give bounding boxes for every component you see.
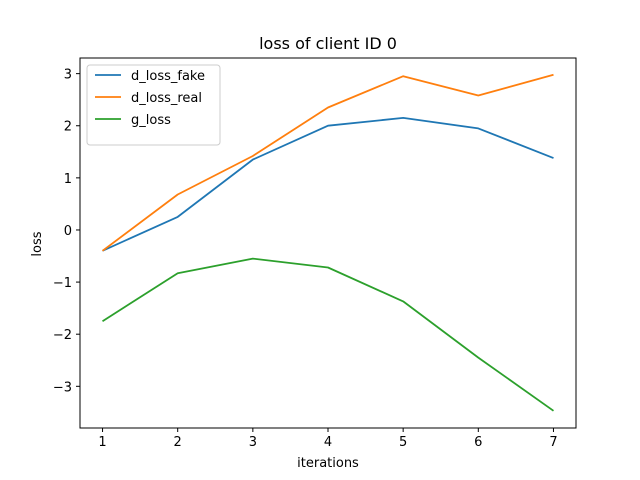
series-lines	[101, 73, 555, 412]
x-tick-label: 5	[399, 435, 407, 450]
x-axis-title: iterations	[297, 456, 359, 471]
y-tick-label: −2	[53, 328, 72, 343]
legend-label: d_loss_real	[131, 91, 202, 106]
series-line-d-loss-real	[101, 73, 554, 252]
y-tick-label: −1	[53, 276, 72, 291]
legend: d_loss_fake d_loss_real g_loss	[86, 64, 221, 146]
x-tick-label: 6	[474, 435, 482, 450]
y-tick-label: −3	[53, 380, 72, 395]
x-tick-label: 1	[98, 435, 106, 450]
plot-area-frame	[79, 57, 577, 429]
legend-box	[86, 64, 221, 146]
y-tick-label: 1	[64, 172, 72, 187]
legend-label: g_loss	[131, 113, 171, 128]
y-tick-label: 0	[64, 224, 72, 239]
series-line-d-loss-fake	[102, 117, 554, 252]
y-tick-label: 3	[64, 68, 72, 83]
legend-label: d_loss_fake	[131, 69, 205, 84]
y-tick-label: 2	[64, 120, 72, 135]
series-line-g-loss	[102, 257, 555, 412]
x-tick-label: 4	[324, 435, 332, 450]
x-tick-label: 7	[549, 435, 557, 450]
x-tick-label: 2	[174, 435, 182, 450]
x-tick-label: 3	[249, 435, 257, 450]
chart-title: loss of client ID 0	[259, 34, 397, 53]
axis-ticks: 1 2 3 4 5 6 7 −3 −2 −1 0 1 2 3	[53, 68, 558, 450]
y-axis-title: loss	[30, 231, 45, 256]
